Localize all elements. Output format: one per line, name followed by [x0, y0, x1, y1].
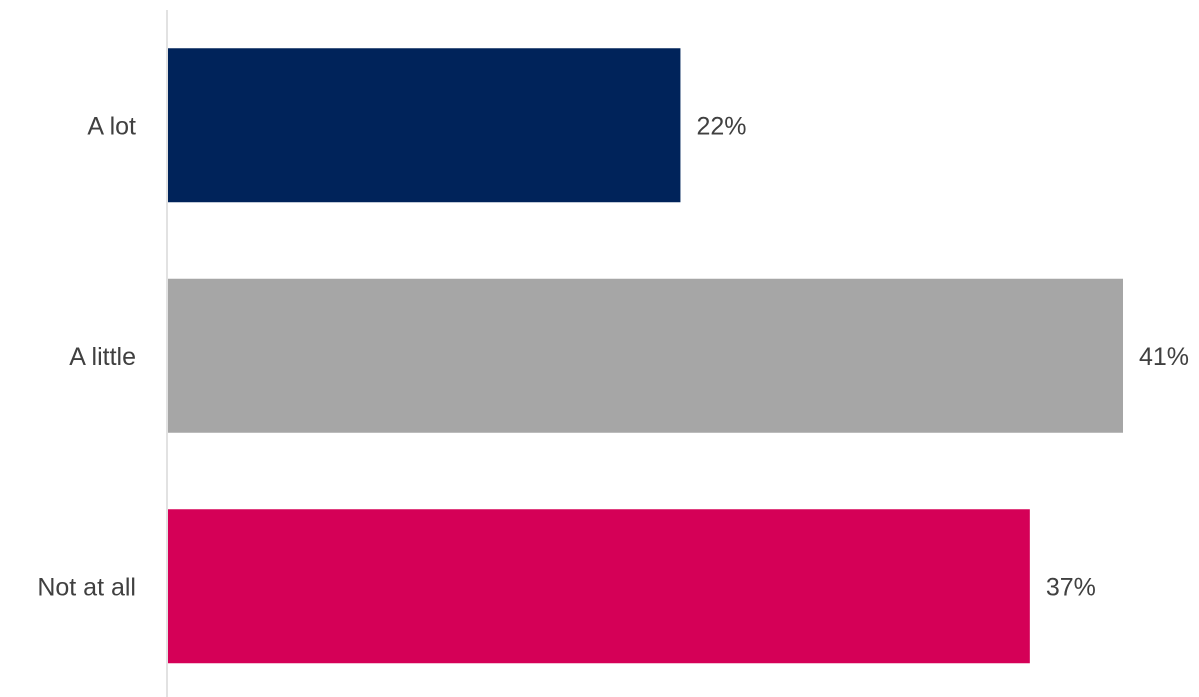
value-labels-group: 22% 41% 37% — [696, 112, 1189, 601]
category-label: A little — [69, 343, 136, 371]
category-label: Not at all — [37, 573, 136, 601]
data-label: 41% — [1139, 343, 1189, 371]
bars-group — [168, 48, 1123, 664]
category-labels-group: A lot A little Not at all — [37, 112, 136, 601]
bar-a-little — [168, 278, 1123, 433]
bar-a-lot — [168, 48, 681, 203]
data-label: 37% — [1046, 573, 1096, 601]
bar-not-at-all — [168, 509, 1030, 664]
category-label: A lot — [87, 112, 136, 140]
data-label: 22% — [696, 112, 746, 140]
